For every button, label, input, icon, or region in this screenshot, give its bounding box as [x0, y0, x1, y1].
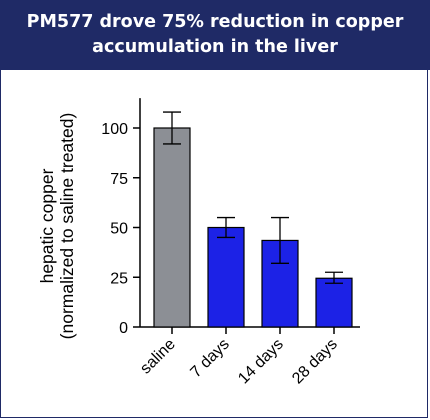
bar-28-days [315, 277, 353, 328]
x-tick-label: 14 days [235, 336, 287, 388]
y-tick-label: 100 [101, 121, 128, 138]
y-axis: 0 25 50 75 100 [101, 98, 141, 337]
title-banner: PM577 drove 75% reduction in copper accu… [0, 0, 430, 70]
bars [153, 127, 353, 328]
bar-saline [153, 127, 191, 328]
x-tick-label: 7 days [187, 336, 232, 381]
x-tick-label: 28 days [289, 336, 341, 388]
title-line-2: accumulation in the liver [92, 37, 338, 57]
y-tick-label: 50 [110, 221, 128, 238]
y-axis-label-line-2: (normalized to saline treated) [57, 113, 77, 340]
error-bars [163, 111, 343, 284]
x-axis: saline 7 days 14 days 28 days [137, 326, 360, 388]
y-tick-label: 75 [110, 171, 128, 188]
y-tick-label: 25 [110, 270, 128, 287]
bar-7-days [207, 226, 245, 328]
title-line-1: PM577 drove 75% reduction in copper [26, 12, 404, 32]
y-axis-label-line-1: hepatic copper [37, 168, 57, 283]
x-tick-label: saline [137, 336, 179, 378]
y-tick-label: 0 [119, 320, 128, 337]
